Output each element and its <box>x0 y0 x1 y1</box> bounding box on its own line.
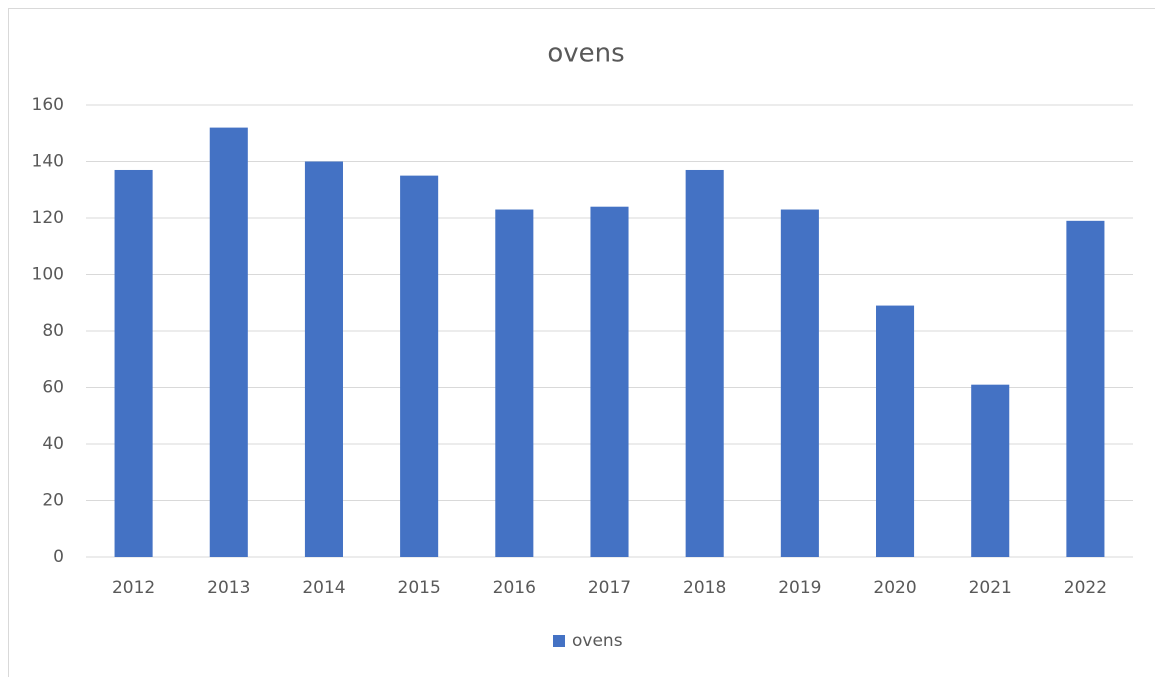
y-tick-label: 20 <box>42 491 64 511</box>
y-tick-label: 100 <box>32 265 64 285</box>
x-tick-label: 2021 <box>969 578 1012 598</box>
x-tick-label: 2016 <box>493 578 536 598</box>
x-tick-label: 2017 <box>588 578 631 598</box>
x-tick-label: 2022 <box>1064 578 1107 598</box>
y-tick-label: 0 <box>53 547 64 567</box>
chart-title: ovens <box>547 39 624 69</box>
chart-border <box>8 8 1155 677</box>
y-tick-label: 120 <box>32 208 64 228</box>
x-tick-label: 2015 <box>398 578 441 598</box>
bar <box>209 127 248 557</box>
bar <box>114 169 153 557</box>
x-tick-label: 2019 <box>778 578 821 598</box>
bar <box>400 175 439 557</box>
x-tick-label: 2014 <box>302 578 345 598</box>
x-tick-label: 2013 <box>207 578 250 598</box>
x-tick-label: 2018 <box>683 578 726 598</box>
bar <box>685 169 724 557</box>
x-tick-label: 2020 <box>873 578 916 598</box>
bar <box>876 305 915 557</box>
x-tick-label: 2012 <box>112 578 155 598</box>
bar <box>495 209 534 557</box>
y-tick-label: 80 <box>42 321 64 341</box>
bar <box>971 384 1010 557</box>
legend-swatch <box>553 635 565 647</box>
y-tick-label: 60 <box>42 378 64 398</box>
y-tick-label: 40 <box>42 434 64 454</box>
bar <box>780 209 819 557</box>
y-tick-label: 160 <box>32 95 64 115</box>
bar <box>304 161 343 557</box>
y-tick-label: 140 <box>32 152 64 172</box>
bar <box>1066 220 1105 557</box>
legend-label: ovens <box>572 631 623 651</box>
bar <box>590 206 629 557</box>
